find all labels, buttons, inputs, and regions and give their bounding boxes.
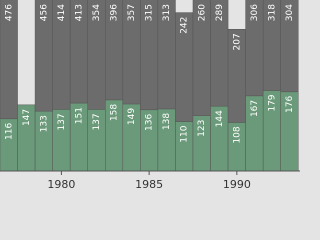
data-label: 260 <box>197 4 207 21</box>
bar-segment <box>0 0 18 120</box>
x-tick-label: 1980 <box>47 178 75 191</box>
data-label: 207 <box>232 33 242 50</box>
data-label: 396 <box>110 4 120 21</box>
data-label: 315 <box>145 4 155 21</box>
data-label: 137 <box>92 113 102 130</box>
data-label: 476 <box>4 4 14 21</box>
data-label: 357 <box>127 4 137 21</box>
data-label: 116 <box>4 123 14 140</box>
data-label: 306 <box>250 4 260 21</box>
data-label: 137 <box>57 113 67 130</box>
data-label: 456 <box>39 4 49 21</box>
data-label: 167 <box>250 100 260 117</box>
data-label: 354 <box>92 4 102 21</box>
chart: 116 476 147 133 456 137 414 151 413 137 354 158 396 1… <box>0 0 300 191</box>
page: 116 476 147 133 456 137 414 151 413 137 354 158 396 1… <box>0 0 300 191</box>
data-label: 413 <box>74 4 84 21</box>
data-label: 138 <box>162 113 172 130</box>
data-label: 133 <box>39 115 49 132</box>
data-label: 414 <box>57 4 67 21</box>
data-label: 242 <box>180 17 190 34</box>
data-label: 123 <box>197 120 207 137</box>
data-label: 158 <box>110 104 120 121</box>
data-label: 144 <box>215 110 225 127</box>
data-label: 304 <box>285 4 295 21</box>
data-label: 151 <box>74 107 84 124</box>
data-label: 136 <box>145 114 155 131</box>
data-label: 147 <box>22 109 32 126</box>
data-label: 179 <box>267 94 277 111</box>
data-label: 149 <box>127 108 137 125</box>
x-tick-label: 1985 <box>135 178 163 191</box>
bar-segment <box>280 0 299 93</box>
x-tick-label: 1990 <box>223 178 251 191</box>
data-label: 313 <box>162 4 172 21</box>
data-label: 318 <box>267 4 277 21</box>
data-label: 108 <box>232 126 242 143</box>
data-label: 176 <box>285 96 295 113</box>
data-label: 110 <box>180 125 190 142</box>
data-label: 289 <box>215 4 225 21</box>
